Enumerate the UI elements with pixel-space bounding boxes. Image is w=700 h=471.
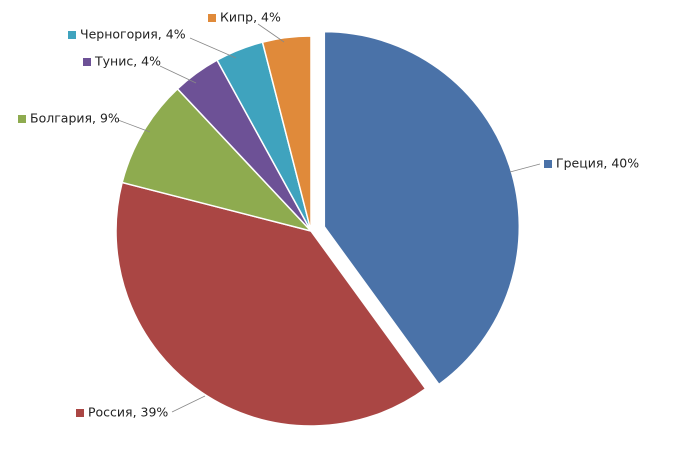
leader-line	[189, 37, 237, 59]
leader-line	[159, 65, 197, 84]
data-label: Черногория, 4%	[80, 27, 186, 42]
leader-line	[117, 119, 151, 133]
label-marker	[68, 31, 76, 39]
label-marker	[76, 409, 84, 417]
pie-slice	[323, 30, 521, 386]
label-marker	[544, 160, 552, 168]
data-label: Тунис, 4%	[94, 54, 161, 69]
data-label: Россия, 39%	[88, 405, 168, 420]
data-label: Кипр, 4%	[220, 10, 281, 25]
pie-slice	[115, 181, 427, 427]
leader-line	[257, 23, 285, 43]
data-label: Греция, 40%	[556, 156, 639, 171]
leader-line	[509, 163, 541, 173]
leader-line	[171, 395, 206, 413]
label-marker	[83, 58, 91, 66]
label-marker	[18, 115, 26, 123]
pie-slice	[261, 35, 312, 232]
data-label: Болгария, 9%	[30, 111, 120, 126]
pie-slice	[121, 87, 314, 233]
label-marker	[208, 14, 216, 22]
